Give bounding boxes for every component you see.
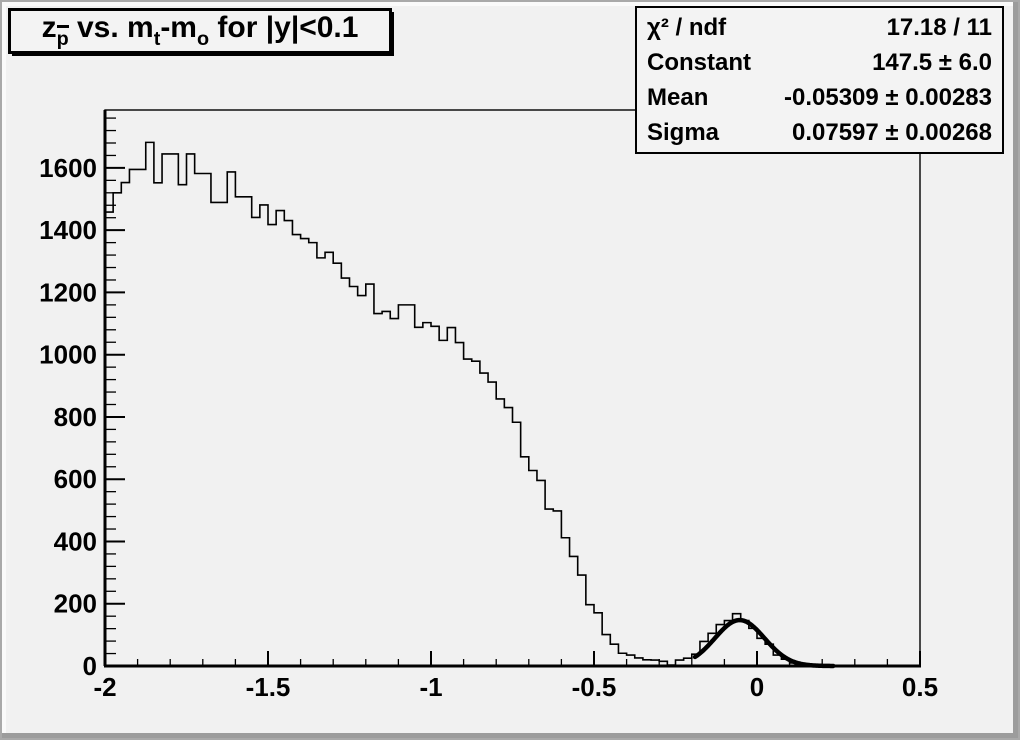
stat-label-chi2: χ² / ndf (647, 13, 727, 41)
title-subscript: o (196, 28, 210, 51)
stat-row-chi2: χ² / ndf 17.18 / 11 (647, 11, 992, 45)
stat-row-mean: Mean -0.05309 ± 0.00283 (647, 81, 992, 115)
x-tick-label: -2 (93, 672, 116, 702)
y-tick-label: 400 (54, 526, 97, 556)
y-tick-label: 1000 (39, 340, 97, 370)
stats-box: χ² / ndf 17.18 / 11 Constant 147.5 ± 6.0… (635, 6, 1004, 154)
x-tick-label: -1.5 (246, 672, 291, 702)
y-tick-label: 1200 (39, 277, 97, 307)
x-tick-label: 0 (750, 672, 764, 702)
stat-value-chi2: 17.18 / 11 (886, 13, 992, 41)
x-tick-label: -1 (419, 672, 442, 702)
stat-value-sigma: 0.07597 ± 0.00268 (791, 118, 992, 146)
title-subscript: t (153, 28, 161, 51)
stat-label-constant: Constant (647, 48, 751, 76)
title-subscript: p (56, 25, 69, 51)
y-tick-label: 1400 (39, 215, 97, 245)
plot-title: zp vs. mt-mo for |y|<0.1 (41, 10, 359, 51)
y-tick-label: 200 (54, 589, 97, 619)
x-tick-label: -0.5 (572, 672, 617, 702)
histogram-step-line (105, 141, 920, 667)
y-tick-label: 0 (83, 651, 97, 681)
x-tick-label: 0.5 (902, 672, 938, 702)
stat-label-mean: Mean (647, 83, 709, 111)
gaussian-fit-curve (692, 617, 836, 669)
stat-row-constant: Constant 147.5 ± 6.0 (647, 46, 992, 80)
y-tick-label: 800 (54, 402, 97, 432)
stat-value-mean: -0.05309 ± 0.00283 (783, 83, 992, 111)
y-tick-label: 600 (54, 464, 97, 494)
title-box: zp vs. mt-mo for |y|<0.1 (8, 8, 392, 54)
stat-row-sigma: Sigma 0.07597 ± 0.00268 (647, 116, 992, 150)
stat-label-sigma: Sigma (647, 118, 720, 146)
y-tick-label: 1600 (39, 153, 97, 183)
stat-value-constant: 147.5 ± 6.0 (872, 48, 992, 76)
